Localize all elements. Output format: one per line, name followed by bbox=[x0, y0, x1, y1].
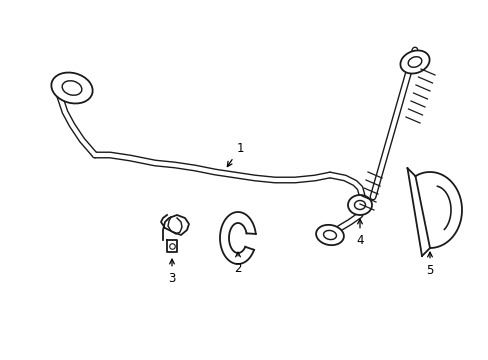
Text: 5: 5 bbox=[426, 252, 433, 276]
Ellipse shape bbox=[51, 72, 92, 103]
Ellipse shape bbox=[315, 225, 343, 245]
Ellipse shape bbox=[347, 195, 371, 215]
Text: 2: 2 bbox=[234, 252, 241, 275]
Text: 3: 3 bbox=[168, 259, 175, 284]
Ellipse shape bbox=[354, 201, 365, 210]
Ellipse shape bbox=[407, 57, 421, 67]
Ellipse shape bbox=[400, 50, 429, 73]
Text: 4: 4 bbox=[356, 219, 363, 247]
Ellipse shape bbox=[62, 81, 81, 95]
Ellipse shape bbox=[323, 230, 336, 239]
Text: 1: 1 bbox=[227, 141, 243, 167]
